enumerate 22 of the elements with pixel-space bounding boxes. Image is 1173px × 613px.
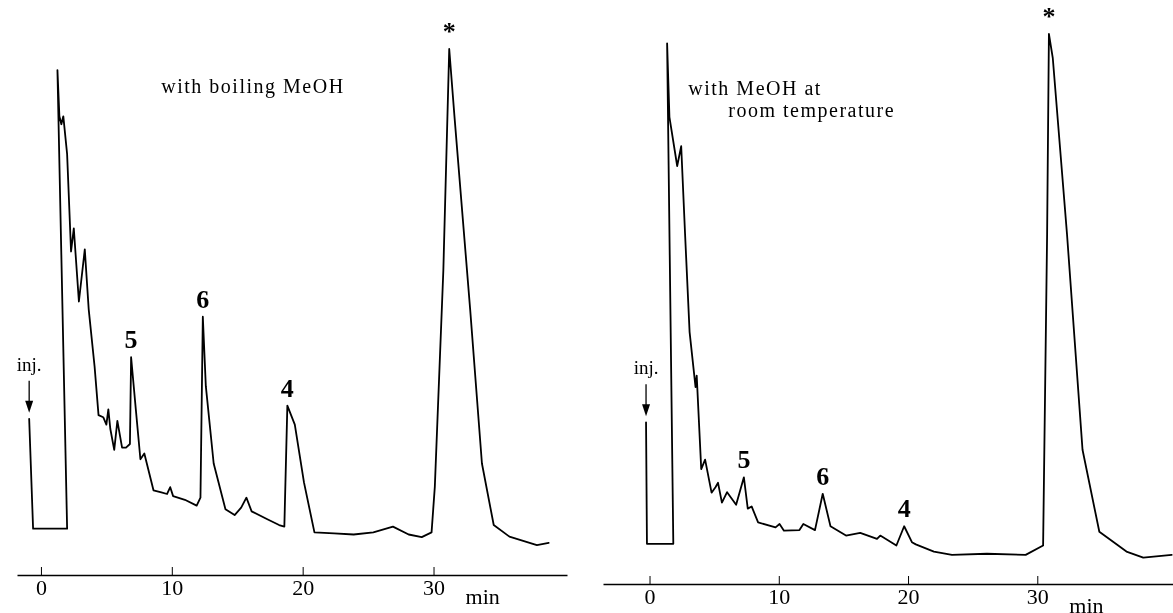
x-axis-title: min	[465, 584, 500, 609]
text: with MeOH at room temperature	[688, 76, 896, 122]
annotation: 4	[897, 494, 911, 524]
text: with boiling MeOH	[161, 75, 345, 99]
annotation: 4	[280, 373, 294, 403]
x-tick-label: 10	[161, 574, 184, 600]
annotation: inj.	[16, 353, 42, 375]
annotation: *	[1042, 2, 1056, 31]
x-tick-label: 0	[644, 583, 656, 609]
x-axis-title: min	[1069, 593, 1104, 613]
annotation: inj.	[633, 357, 659, 379]
annotation: 6	[196, 284, 210, 314]
annotation: 5	[124, 325, 138, 355]
annotation: 5	[737, 445, 751, 475]
x-tick-label: 30	[423, 574, 446, 600]
x-tick-label: 20	[292, 574, 315, 600]
x-tick-label: 30	[1026, 583, 1049, 609]
x-tick-label: 0	[35, 574, 47, 600]
annotation: 6	[816, 461, 830, 491]
annotation: *	[442, 17, 456, 46]
x-tick-label: 10	[768, 583, 791, 609]
x-tick-label: 20	[897, 583, 920, 609]
